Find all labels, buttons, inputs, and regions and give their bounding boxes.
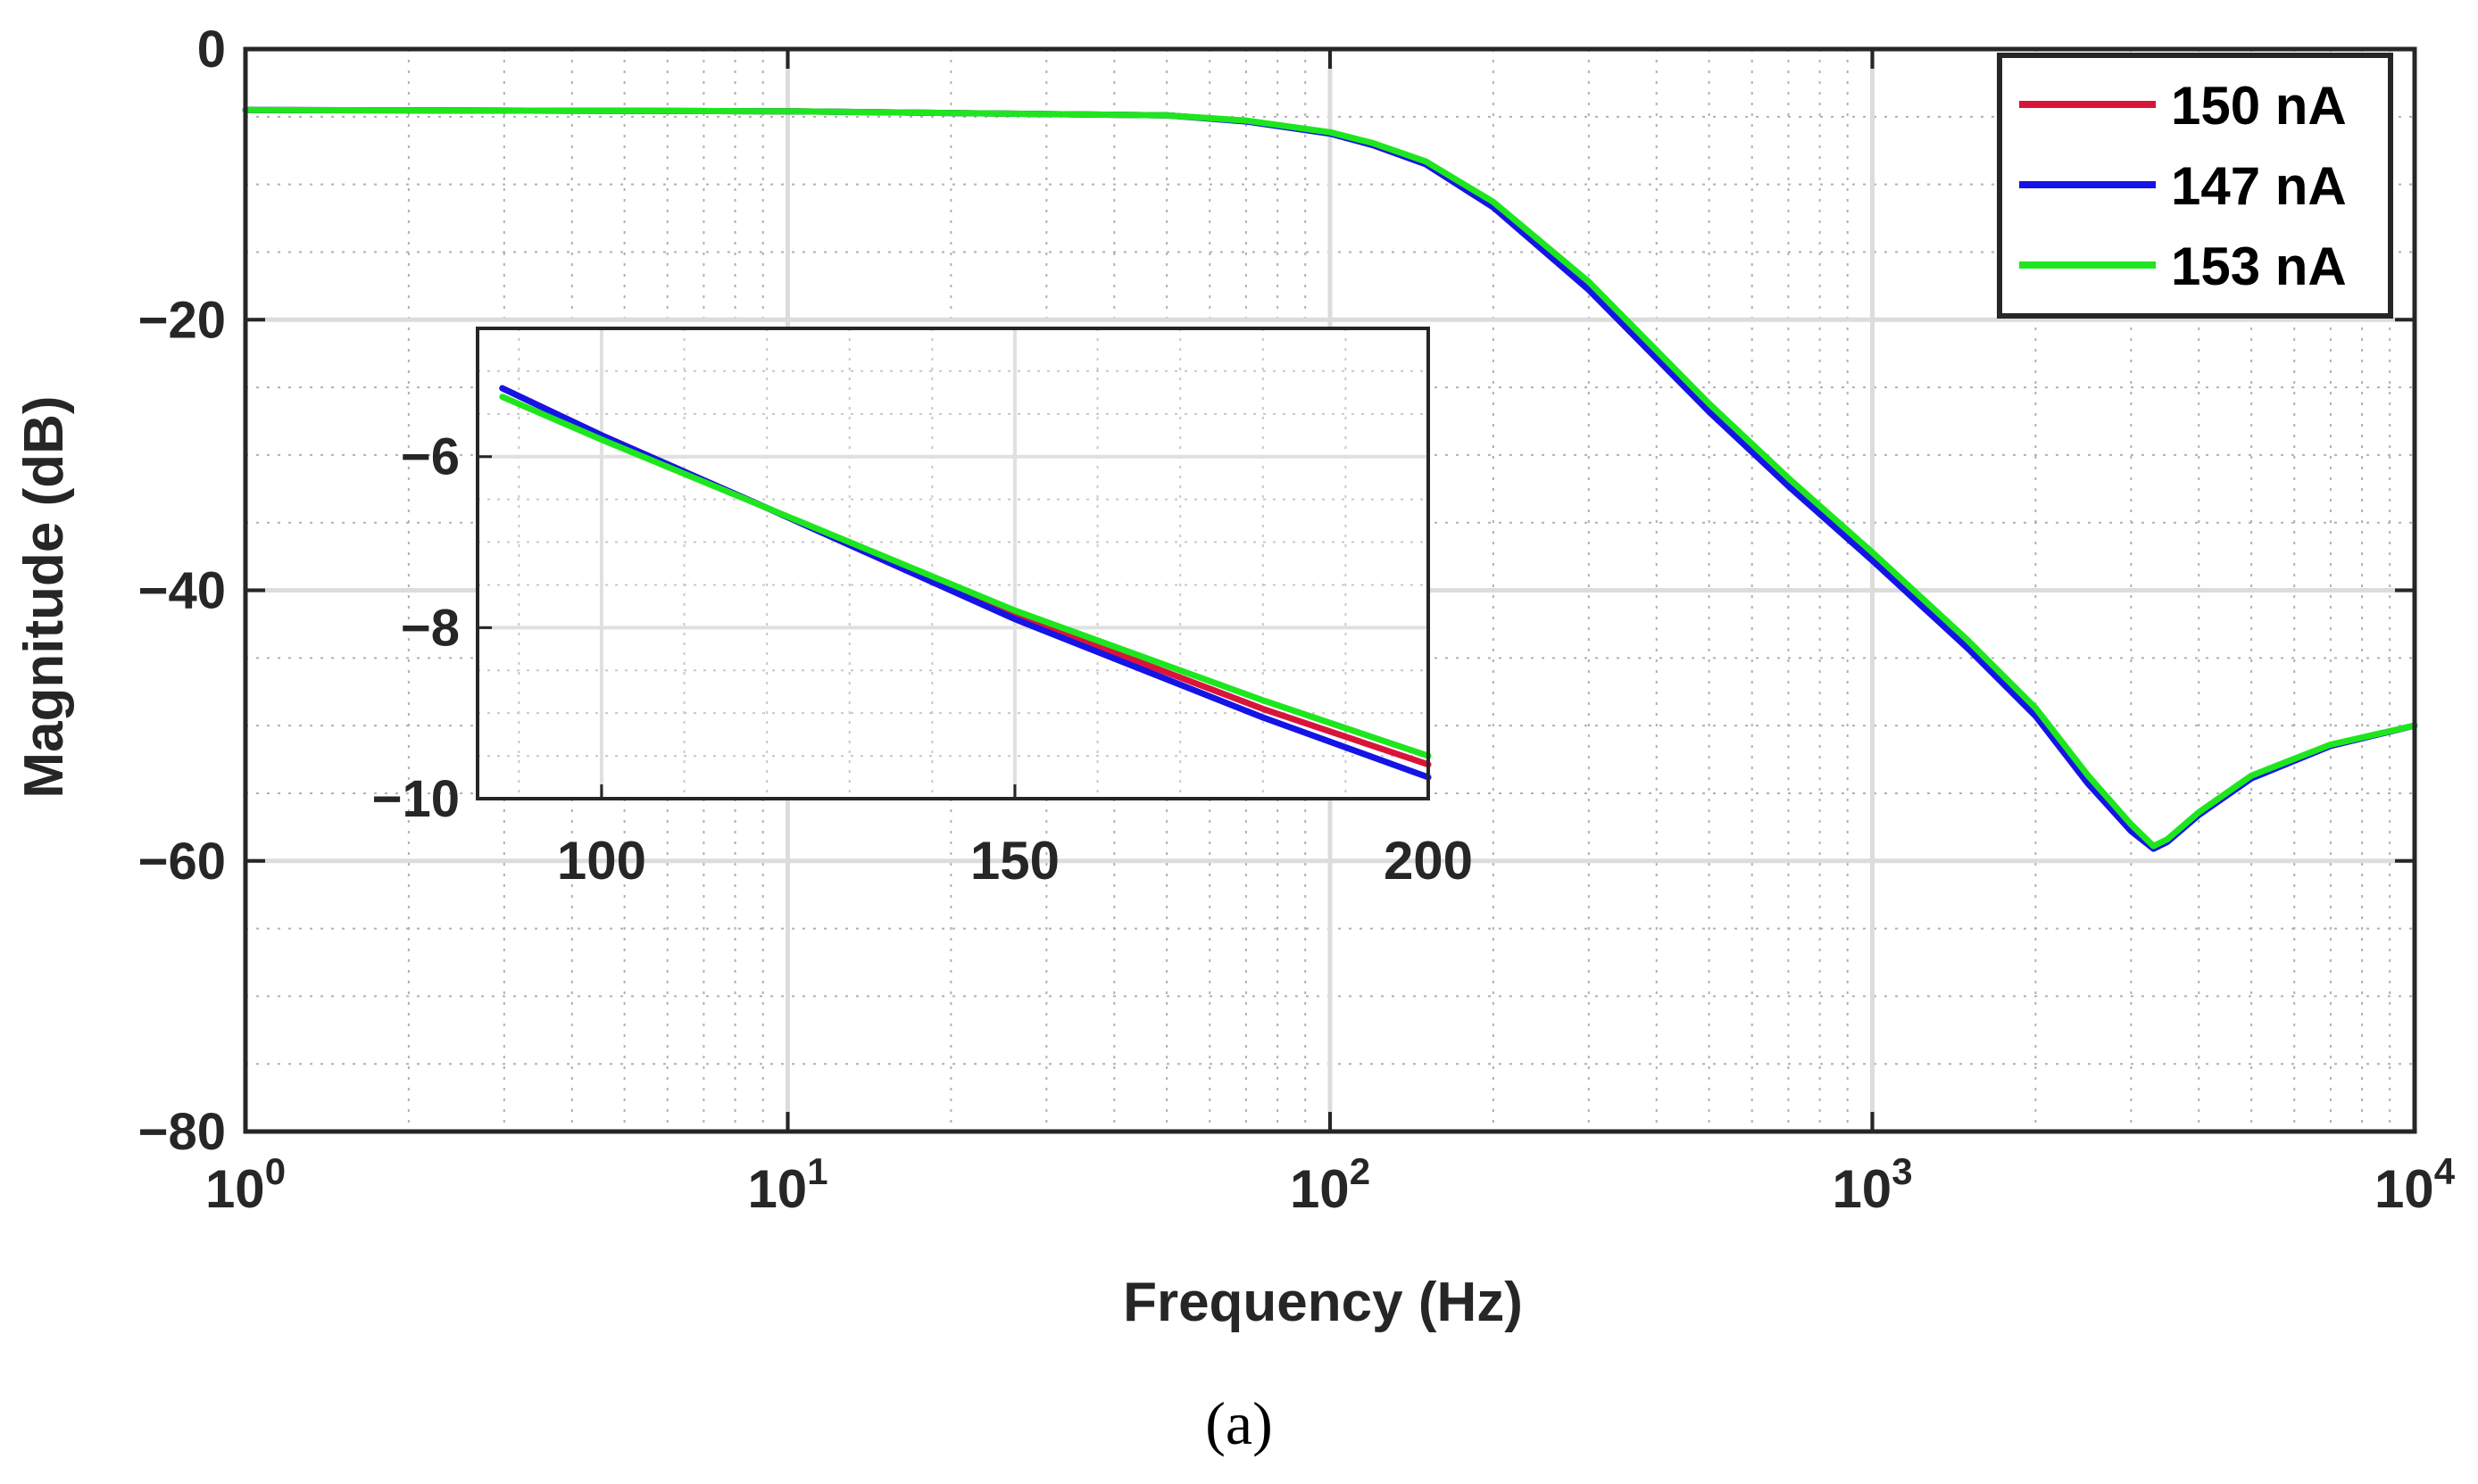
inset-y-tick-label: −10	[372, 770, 460, 828]
y-tick-label: −60	[138, 833, 226, 891]
x-tick-label: 102	[1290, 1150, 1370, 1219]
y-axis-label: Magnitude (dB)	[13, 395, 75, 798]
inset-y-tick-label: −8	[401, 599, 460, 657]
legend-label: 150 nA	[2171, 76, 2347, 136]
inset-x-tick-label: 200	[1384, 831, 1473, 891]
x-axis-label: Frequency (Hz)	[1123, 1272, 1523, 1333]
x-tick-label: 103	[1832, 1150, 1912, 1219]
legend-label: 147 nA	[2171, 156, 2347, 216]
inset-y-tick-label: −6	[401, 428, 460, 486]
y-tick-label: −40	[138, 562, 226, 620]
inset-x-tick-label: 150	[970, 831, 1060, 891]
x-tick-label: 100	[205, 1150, 286, 1219]
inset-x-tick-label: 100	[557, 831, 646, 891]
inset-series-line	[499, 385, 1432, 781]
x-tick-label: 104	[2374, 1150, 2456, 1219]
y-tick-label: −20	[138, 291, 226, 349]
inset-series-line	[499, 394, 1432, 759]
inset-frame	[476, 327, 1430, 800]
plot-frame	[243, 46, 2417, 1134]
figure-caption: (a)	[1205, 1389, 1272, 1457]
series-line	[242, 106, 2418, 850]
y-tick-label: −80	[138, 1103, 226, 1161]
legend: 150 nA 147 nA 153 nA	[1997, 53, 2393, 319]
inset-plot-area: 100 150 200 −6 −8 −10	[372, 327, 1473, 891]
legend-label: 153 nA	[2171, 236, 2347, 296]
legend-box	[1997, 53, 2393, 319]
y-tick-label: 0	[197, 21, 226, 79]
x-tick-label: 101	[747, 1150, 827, 1219]
